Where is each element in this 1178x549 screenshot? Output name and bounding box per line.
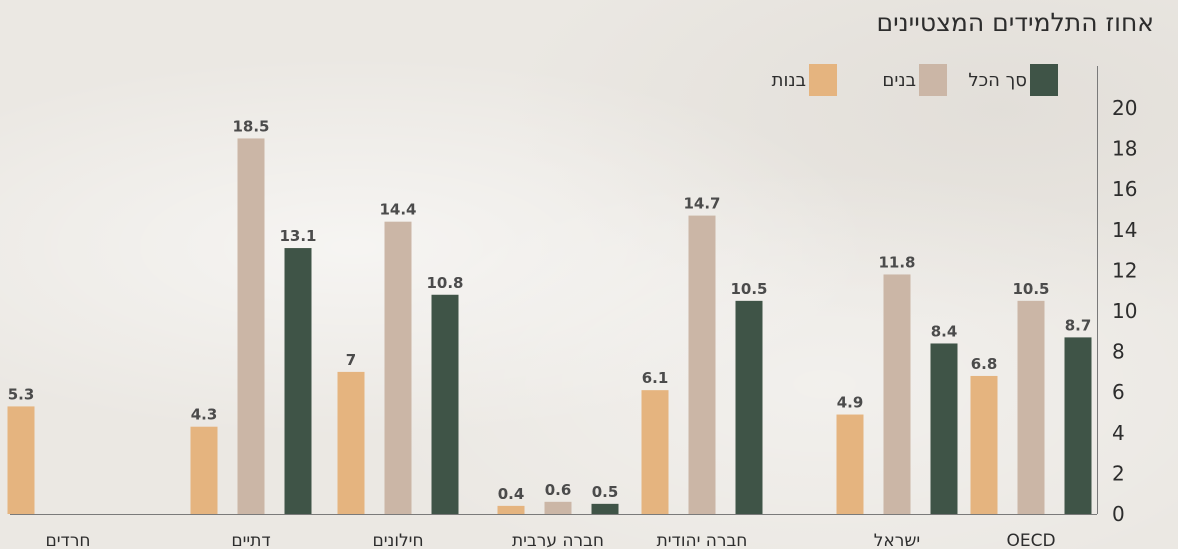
value-label: 10.5 (1012, 280, 1049, 298)
legend-label: סך הכל (968, 70, 1027, 91)
bar (384, 221, 412, 514)
value-label: 4.3 (191, 406, 218, 424)
bar (7, 406, 35, 514)
chart-title: אחוז התלמידים המצטיינים (876, 8, 1154, 37)
bar (930, 343, 958, 514)
bar (284, 248, 312, 514)
value-label: 18.5 (232, 117, 269, 135)
bar (735, 300, 763, 514)
category-label: חברה ערבית (512, 531, 604, 549)
y-tick-label: 16 (1112, 177, 1137, 201)
value-labels-layer: 8.7 10.5 6.8 8.4 11.8 4.9 10.5 14.7 6.1 0.5 0.6 0.4… (8, 117, 1092, 502)
category-label: ישראל (874, 531, 920, 549)
bar (883, 274, 911, 514)
value-label: 0.4 (498, 485, 525, 503)
legend-swatch (1030, 64, 1058, 96)
value-label: 5.3 (8, 385, 35, 403)
bar (641, 390, 669, 514)
value-label: 8.4 (931, 322, 958, 340)
y-axis-layer: 0 2 4 6 8 10 12 14 16 18 20 (10, 66, 1137, 526)
value-label: 0.6 (545, 481, 572, 499)
category-label: דתיים (231, 531, 270, 549)
bar (591, 503, 619, 514)
category-label: חילונים (372, 531, 423, 549)
category-label: OECD (1006, 531, 1055, 549)
value-label: 13.1 (279, 227, 316, 245)
bar (544, 501, 572, 514)
value-label: 7 (346, 351, 356, 369)
y-tick-label: 14 (1112, 218, 1137, 242)
y-tick-label: 12 (1112, 258, 1137, 282)
bar (497, 505, 525, 514)
value-label: 11.8 (878, 253, 915, 271)
y-tick-label: 2 (1112, 461, 1125, 485)
x-labels-layer: OECD ישראל חברה יהודית חברה ערבית חילונים דתי… (45, 531, 1055, 549)
bar (237, 138, 265, 514)
bar (190, 426, 218, 514)
category-label: חברה יהודית (657, 531, 748, 549)
value-label: 14.4 (379, 201, 416, 219)
value-label: 10.8 (426, 274, 463, 292)
bars-layer (7, 138, 1092, 514)
bar (688, 215, 716, 514)
value-label: 8.7 (1065, 316, 1092, 334)
y-tick-label: 10 (1112, 299, 1137, 323)
bar (1017, 300, 1045, 514)
bar (337, 371, 365, 514)
legend: סך הכל בנים בנות (772, 64, 1058, 96)
bar (1064, 337, 1092, 514)
legend-swatch (919, 64, 947, 96)
value-label: 10.5 (730, 280, 767, 298)
value-label: 0.5 (592, 483, 619, 501)
value-label: 6.8 (971, 355, 998, 373)
bar (431, 294, 459, 514)
y-tick-label: 8 (1112, 340, 1125, 364)
value-label: 4.9 (837, 394, 864, 412)
y-tick-label: 6 (1112, 380, 1125, 404)
y-tick-label: 4 (1112, 421, 1125, 445)
y-tick-label: 20 (1112, 96, 1137, 120)
y-tick-label: 18 (1112, 137, 1137, 161)
legend-label: בנים (882, 70, 916, 91)
bar (836, 414, 864, 514)
category-label: חרדים (45, 531, 90, 549)
y-tick-label: 0 (1112, 502, 1125, 526)
value-label: 6.1 (642, 369, 669, 387)
bar (970, 375, 998, 514)
value-label: 14.7 (683, 195, 720, 213)
legend-swatch (809, 64, 837, 96)
legend-label: בנות (772, 70, 806, 91)
